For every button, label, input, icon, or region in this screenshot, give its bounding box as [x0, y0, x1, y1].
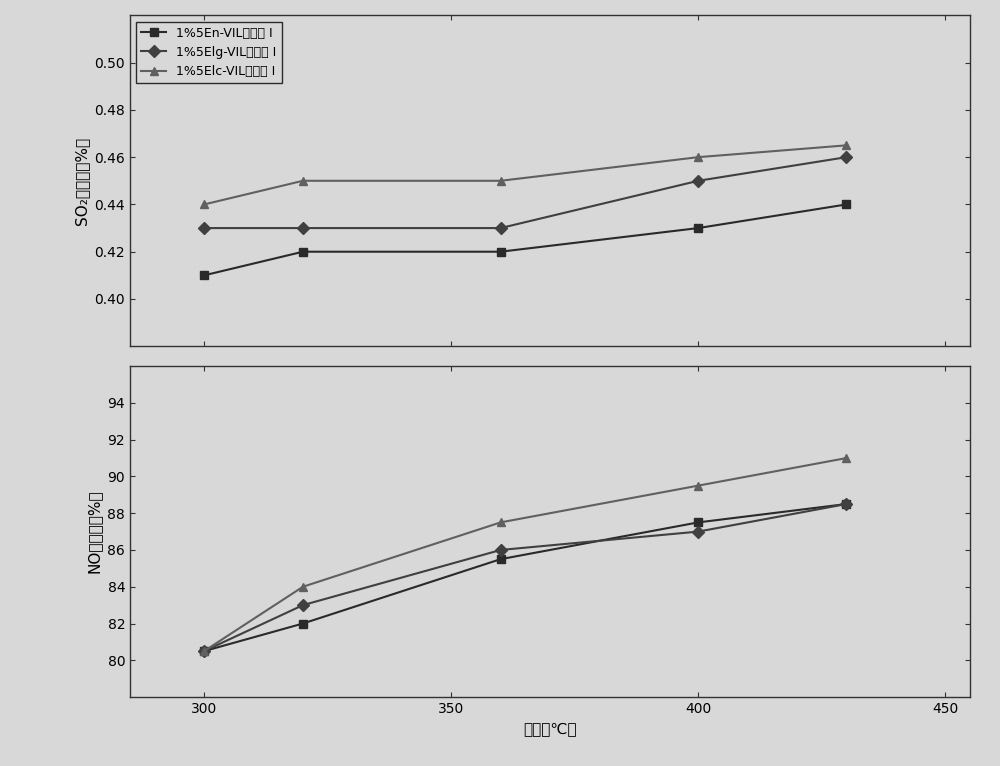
1%5Elc-VIL催化剑 I: [692, 152, 704, 162]
1%5En-VIL催化剑 I: [840, 200, 852, 209]
1%5En-VIL催化剑 I: [840, 499, 852, 509]
1%5En-VIL催化剑 I: [692, 224, 704, 233]
1%5En-VIL催化剑 I: [198, 647, 210, 656]
1%5Elc-VIL催化剑 I: [840, 141, 852, 150]
Line: 1%5Elc-VIL催化剑 I: 1%5Elc-VIL催化剑 I: [200, 141, 851, 208]
1%5Elc-VIL催化剑 I: [840, 453, 852, 463]
1%5Elc-VIL催化剑 I: [198, 200, 210, 209]
Line: 1%5Elg-VIL催化剑 I: 1%5Elg-VIL催化剑 I: [200, 153, 851, 232]
1%5Elg-VIL催化剑 I: [692, 176, 704, 185]
1%5Elg-VIL催化剑 I: [297, 224, 309, 233]
1%5Elc-VIL催化剑 I: [692, 481, 704, 490]
Line: 1%5Elg-VIL催化剑 I: 1%5Elg-VIL催化剑 I: [200, 500, 851, 655]
1%5Elg-VIL催化剑 I: [198, 647, 210, 656]
Y-axis label: NO转化率（%）: NO转化率（%）: [87, 489, 102, 574]
1%5Elc-VIL催化剑 I: [495, 176, 507, 185]
Line: 1%5En-VIL催化剑 I: 1%5En-VIL催化剑 I: [200, 200, 851, 280]
1%5Elc-VIL催化剑 I: [495, 518, 507, 527]
1%5Elg-VIL催化剑 I: [297, 601, 309, 610]
1%5Elg-VIL催化剑 I: [495, 545, 507, 555]
X-axis label: 温度（℃）: 温度（℃）: [523, 722, 577, 736]
Legend: 1%5En-VIL催化剑 I, 1%5Elg-VIL催化剑 I, 1%5Elc-VIL催化剑 I: 1%5En-VIL催化剑 I, 1%5Elg-VIL催化剑 I, 1%5Elc-…: [136, 21, 282, 83]
1%5En-VIL催化剑 I: [495, 555, 507, 564]
1%5Elg-VIL催化剑 I: [692, 527, 704, 536]
1%5Elg-VIL催化剑 I: [840, 152, 852, 162]
Line: 1%5En-VIL催化剑 I: 1%5En-VIL催化剑 I: [200, 500, 851, 655]
1%5En-VIL催化剑 I: [692, 518, 704, 527]
1%5Elc-VIL催化剑 I: [198, 647, 210, 656]
1%5Elg-VIL催化剑 I: [495, 224, 507, 233]
1%5Elc-VIL催化剑 I: [297, 176, 309, 185]
1%5En-VIL催化剑 I: [297, 619, 309, 628]
1%5En-VIL催化剑 I: [198, 270, 210, 280]
1%5Elg-VIL催化剑 I: [840, 499, 852, 509]
Line: 1%5Elc-VIL催化剑 I: 1%5Elc-VIL催化剑 I: [200, 454, 851, 655]
1%5Elg-VIL催化剑 I: [198, 224, 210, 233]
1%5Elc-VIL催化剑 I: [297, 582, 309, 591]
Y-axis label: SO₂转化率（%）: SO₂转化率（%）: [74, 136, 89, 225]
1%5En-VIL催化剑 I: [297, 247, 309, 257]
1%5En-VIL催化剑 I: [495, 247, 507, 257]
